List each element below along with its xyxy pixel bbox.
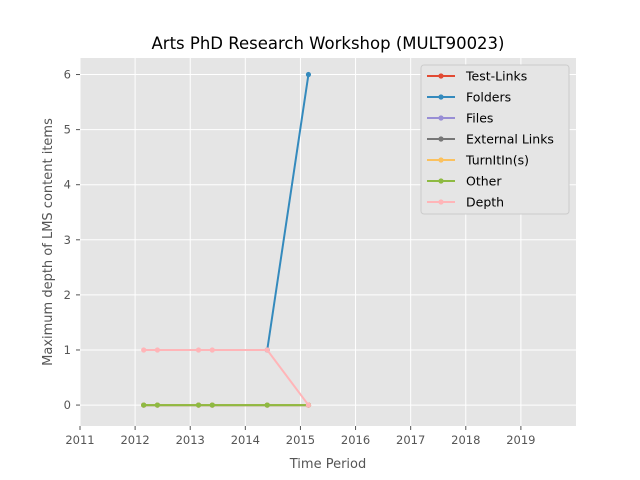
x-tick-label: 2018 bbox=[451, 433, 480, 447]
legend-item: Depth bbox=[427, 195, 504, 210]
x-tick-label: 2017 bbox=[396, 433, 425, 447]
legend-label: Files bbox=[466, 111, 493, 126]
x-tick-label: 2015 bbox=[286, 433, 315, 447]
legend-item: Test-Links bbox=[427, 69, 527, 84]
legend-marker bbox=[438, 157, 444, 163]
data-point-other bbox=[195, 402, 202, 408]
x-tick-label: 2011 bbox=[65, 433, 94, 447]
chart-title: Arts PhD Research Workshop (MULT90023) bbox=[152, 34, 505, 53]
legend: Test-Links Folders Files External Links Turn… bbox=[420, 64, 570, 215]
legend-marker bbox=[438, 178, 444, 184]
legend-label: Test-Links bbox=[465, 69, 527, 84]
legend-box bbox=[420, 64, 570, 215]
series-lines bbox=[141, 71, 312, 408]
legend-item: Other bbox=[427, 174, 502, 189]
legend-marker bbox=[438, 115, 444, 121]
y-tick-label: 1 bbox=[64, 343, 71, 357]
legend-item: TurnItIn(s) bbox=[427, 153, 529, 168]
data-point-folders bbox=[305, 71, 312, 78]
data-point-other bbox=[209, 402, 215, 408]
y-tick-label: 2 bbox=[64, 288, 71, 302]
data-point-other bbox=[141, 402, 147, 408]
data-point-depth bbox=[209, 347, 215, 353]
legend-item: External Links bbox=[427, 132, 554, 147]
x-tick-label: 2016 bbox=[341, 433, 370, 447]
data-point-depth bbox=[154, 347, 160, 353]
y-tick-label: 6 bbox=[64, 68, 71, 82]
data-point-depth bbox=[305, 402, 312, 408]
x-tick-label: 2012 bbox=[120, 433, 149, 447]
legend-label: Folders bbox=[466, 90, 511, 105]
y-tick-label: 0 bbox=[64, 398, 71, 412]
x-axis-label: Time Period bbox=[289, 457, 366, 472]
x-ticks: 2011 2012 2013 2014 2015 2016 2017 2018 2019 bbox=[65, 426, 536, 447]
data-point-depth bbox=[141, 347, 147, 353]
data-point-other bbox=[154, 402, 160, 408]
legend-item: Files bbox=[427, 111, 493, 126]
x-tick-label: 2019 bbox=[506, 433, 535, 447]
y-tick-label: 4 bbox=[64, 178, 71, 192]
series-line-folders bbox=[266, 74, 310, 351]
legend-item: Folders bbox=[427, 90, 511, 105]
data-point-depth bbox=[264, 347, 270, 353]
y-ticks: 0 1 2 3 4 5 6 bbox=[64, 68, 80, 412]
legend-marker bbox=[438, 199, 444, 205]
legend-marker bbox=[438, 136, 444, 142]
y-tick-label: 5 bbox=[64, 123, 71, 137]
data-point-depth bbox=[195, 347, 202, 353]
legend-marker bbox=[438, 73, 444, 79]
legend-marker bbox=[438, 94, 444, 100]
x-tick-label: 2013 bbox=[176, 433, 205, 447]
legend-label: Depth bbox=[466, 195, 504, 210]
data-point-other bbox=[264, 402, 270, 408]
legend-label: Other bbox=[466, 174, 502, 189]
x-tick-label: 2014 bbox=[231, 433, 260, 447]
y-axis-label: Maximum depth of LMS content items bbox=[41, 118, 56, 366]
series-depth bbox=[141, 347, 312, 408]
y-tick-label: 3 bbox=[64, 233, 71, 247]
legend-label: External Links bbox=[466, 132, 554, 147]
legend-label: TurnItIn(s) bbox=[465, 153, 529, 168]
